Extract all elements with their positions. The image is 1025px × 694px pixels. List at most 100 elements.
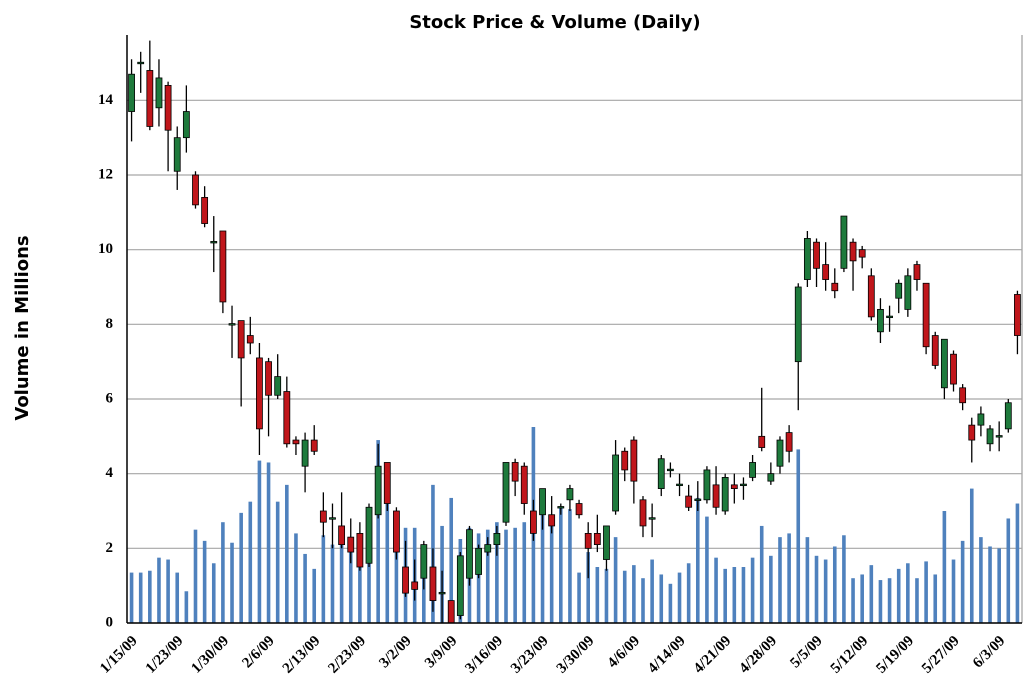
volume-bar [979, 537, 983, 623]
candle-body [475, 547, 483, 575]
x-tick-label: 3/16/09 [462, 633, 506, 677]
candle-body [913, 264, 921, 280]
candle-body [758, 435, 766, 448]
candle-body [201, 196, 209, 224]
candle-body [566, 488, 574, 501]
candle-body [803, 238, 811, 280]
volume-bar [805, 537, 810, 623]
candle-body [493, 533, 501, 546]
candle-body [347, 536, 355, 553]
candle-body [146, 70, 154, 127]
candle-body [137, 61, 145, 65]
volume-bar [303, 553, 307, 623]
candle-body [438, 591, 446, 595]
volume-bar [211, 563, 216, 623]
volume-bar [1006, 518, 1011, 623]
candle-body [831, 282, 839, 292]
candle-body [502, 462, 510, 523]
candle-body [813, 241, 820, 269]
x-tick-label: 4/28/09 [736, 633, 780, 677]
volume-bar [878, 580, 883, 623]
candle-body [420, 544, 428, 579]
candle-body [676, 483, 683, 487]
volume-bar [778, 537, 782, 623]
volume-bar [540, 499, 545, 623]
candle-body [685, 495, 693, 508]
x-tick-label: 5/5/09 [787, 633, 825, 671]
candle-body [338, 525, 346, 546]
candle-body [365, 506, 373, 564]
candle-body [858, 249, 866, 258]
candle-body [402, 566, 409, 594]
volume-bar [376, 440, 380, 623]
volume-bar [239, 512, 243, 623]
volume-bar [312, 568, 317, 623]
volume-bar [394, 533, 399, 623]
candle-body [173, 137, 181, 172]
candle-body [886, 315, 893, 319]
candle-body [621, 450, 629, 471]
volume-bar [285, 484, 289, 623]
candle-body [283, 391, 291, 445]
x-tick-label: 3/30/09 [554, 633, 598, 677]
volume-bar [659, 574, 664, 623]
x-tick-label: 5/19/09 [873, 633, 917, 677]
volume-bar [568, 509, 572, 623]
volume-bar [549, 514, 554, 623]
candle-body [995, 435, 1003, 438]
candle-body [575, 503, 583, 516]
candle-body [986, 428, 994, 445]
candle-body [740, 483, 747, 487]
candle-body [593, 533, 601, 546]
volume-bar [814, 555, 819, 623]
volume-bar [741, 567, 746, 623]
volume-bar [348, 537, 353, 623]
candle-body [557, 506, 565, 509]
x-tick-label: 2/23/09 [325, 633, 369, 677]
candle-body [630, 439, 638, 482]
volume-bar [266, 462, 271, 623]
volume-bar [997, 548, 1001, 623]
volume-bar [650, 559, 654, 623]
volume-bar [522, 522, 527, 623]
volume-bar [796, 449, 801, 623]
candle-body [182, 111, 190, 139]
candle-body [603, 525, 610, 560]
volume-bar [166, 559, 170, 623]
candle-body [128, 73, 135, 112]
volume-bar [504, 529, 508, 623]
candle-body [274, 376, 282, 396]
candle-body [959, 387, 967, 404]
candle-body [1004, 402, 1012, 430]
volume-bar [851, 578, 855, 623]
volume-bar [485, 529, 490, 623]
candle-body [584, 533, 592, 549]
volume-bar [586, 552, 590, 623]
candle-body [447, 600, 455, 624]
x-tick-label: 5/12/09 [828, 633, 872, 677]
volume-bar [887, 578, 892, 623]
x-tick-label: 1/30/09 [188, 633, 232, 677]
volume-bar [330, 544, 335, 623]
x-tick-label: 6/3/09 [970, 633, 1008, 671]
candle-body [548, 514, 556, 527]
candle-body [657, 458, 665, 490]
volume-bar [677, 572, 682, 623]
volume-bar [148, 570, 152, 623]
candle-body [484, 544, 492, 553]
candle-body [310, 439, 318, 452]
x-tick-label: 2/13/09 [280, 633, 324, 677]
volume-bar [230, 542, 234, 623]
volume-bar [769, 555, 773, 623]
candle-body [849, 241, 857, 262]
volume-bar [759, 525, 764, 623]
candle-body [456, 555, 464, 616]
x-tick-label: 3/2/09 [376, 633, 414, 671]
candle-body [292, 439, 300, 445]
x-tick-label: 3/9/09 [422, 633, 460, 671]
candle-body [776, 439, 784, 467]
candle-body [666, 468, 674, 472]
x-tick-label: 1/15/09 [97, 633, 141, 677]
volume-bar [723, 568, 727, 623]
